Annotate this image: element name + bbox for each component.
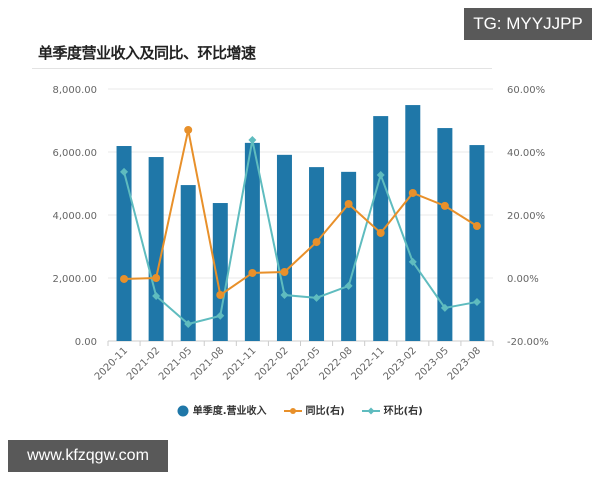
data-point [152,291,161,300]
left-axis-tick: 6,000.00 [52,148,97,159]
data-point [376,228,385,237]
legend-item-yoy: 同比(右) [284,402,345,417]
data-point [408,257,417,266]
data-point [312,238,321,247]
revenue-bar [212,203,228,341]
line-dot-icon [284,408,303,414]
data-point [248,268,257,277]
revenue-bar [373,116,389,341]
data-point [376,170,385,179]
x-axis-label: 2021-05 [157,345,194,382]
line-diamond-icon [362,407,381,415]
data-point [216,291,225,300]
data-point [184,319,193,328]
revenue-bar [244,142,260,341]
data-point [344,281,353,290]
data-point [472,222,481,231]
data-point [344,199,353,208]
circle-icon [177,405,189,417]
revenue-bar [148,157,164,341]
data-point [440,201,449,210]
revenue-bar [276,154,292,341]
legend-item-revenue: 单季度.营业收入 [177,402,267,417]
revenue-bar [469,145,485,341]
watermark-bottom: www.kfzqgw.com [8,440,168,472]
data-point [408,188,417,197]
revenue-bar [405,105,421,341]
left-axis-tick: 8,000.00 [52,85,97,96]
chart-legend: 单季度.营业收入 同比(右) 环比(右) [0,402,600,417]
x-axis-label: 2021-11 [221,345,258,382]
x-axis-label: 2022-05 [285,345,322,382]
revenue-bar [437,128,453,341]
x-axis-label: 2021-08 [189,345,226,382]
x-axis-label: 2022-11 [349,345,386,382]
data-point [248,136,257,145]
data-point [152,274,161,282]
left-axis-tick: 2,000.00 [52,274,97,285]
x-axis-label: 2023-02 [382,345,419,382]
legend-item-qoq: 环比(右) [362,402,423,417]
data-point [120,167,129,176]
x-axis-label: 2022-08 [317,345,354,382]
data-point [440,303,449,312]
right-axis-tick: -20.00% [507,337,549,348]
x-axis-label: 2020-11 [93,345,130,382]
data-point [472,297,481,306]
left-axis-tick: 0.00 [75,337,97,348]
x-axis-label: 2021-02 [125,345,162,382]
data-point [216,311,225,320]
revenue-bar [309,167,325,341]
title-divider [32,68,492,69]
watermark-top: TG: MYYJJPP [464,8,592,40]
left-axis-tick: 4,000.00 [52,211,97,222]
chart-title: 单季度营业收入及同比、环比增速 [38,44,256,62]
data-point [280,291,289,300]
right-axis-tick: 0.00% [507,274,539,285]
series-line [123,139,478,326]
right-axis-tick: 60.00% [507,85,545,96]
x-axis-label: 2023-05 [414,345,451,382]
right-axis-tick: 20.00% [507,211,545,222]
x-axis-label: 2023-08 [446,345,483,382]
revenue-bar [116,146,132,341]
data-point [184,125,193,134]
data-point [280,268,289,277]
right-axis-tick: 40.00% [507,148,545,159]
series-line [124,129,478,297]
x-axis-label: 2022-02 [253,345,290,382]
revenue-bar [341,171,357,341]
data-point [120,274,129,283]
data-point [312,293,321,302]
revenue-bar [180,185,196,341]
